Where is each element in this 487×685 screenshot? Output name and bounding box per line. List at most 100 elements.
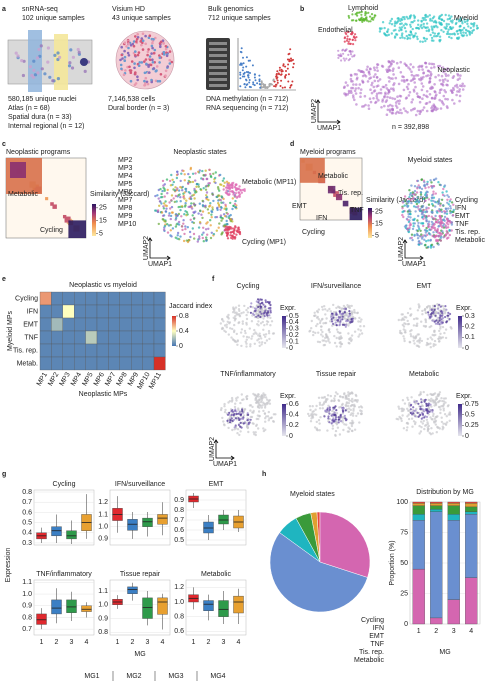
umap-point [316,429,319,432]
umap-point [426,337,429,341]
umap-point [420,77,424,81]
umap-point [401,207,404,210]
umap-point [427,313,430,316]
umap-point [238,195,241,198]
umap-point [69,48,73,52]
umap-point [347,397,350,401]
umap-point [209,202,212,205]
umap-point [361,105,364,108]
umap-point [325,317,328,320]
umap-point [449,205,452,208]
umap-point [367,107,371,110]
volcano-point [292,66,295,69]
legend-entry: Metabolic [455,237,485,244]
detail-text: Internal regional (n = 12) [8,123,84,130]
umap-point [229,231,232,234]
umap-point [431,28,434,32]
umap-point [399,71,403,74]
arrow-head [336,119,341,125]
x-tick-label: 2 [55,639,59,646]
spot [158,54,161,57]
umap-point [262,427,265,430]
umap-point [419,191,423,194]
umap-point [447,236,450,239]
umap-point [179,200,182,203]
umap-point [356,14,359,17]
umap-point [348,16,351,19]
umap-point [205,191,209,194]
umap-point [228,322,231,325]
y-tick-label: 75 [400,529,408,536]
umap-point [459,31,462,35]
umap-point [449,33,452,36]
umap-point [437,321,440,324]
umap-point [436,26,439,29]
spot [141,39,145,42]
volcano-point [273,80,276,83]
umap-point [222,184,225,188]
umap-point [347,315,350,318]
spot [144,76,148,80]
umap-point [422,22,425,26]
box [218,600,229,617]
umap-point [470,22,473,25]
umap-point [337,421,340,424]
umap-point [427,186,430,189]
umap-point [39,44,43,48]
umap-point [387,104,390,108]
umap-point [359,325,362,328]
umap-point [391,97,394,100]
row-label: TNF [24,334,38,341]
umap-point [438,316,441,319]
umap-point [214,181,217,185]
umap-point [360,16,363,19]
umap-point [320,305,324,309]
umap-point [447,28,450,31]
umap-point [398,407,401,410]
umap-point [398,26,401,29]
umap-point [257,308,261,311]
arrow-head [230,455,235,461]
umap-point [451,98,454,102]
umap-point [449,221,452,224]
umap-point [452,210,455,214]
colorbar-title: Jaccard index [169,303,213,310]
umap-point [376,79,380,83]
umap-point [350,424,354,428]
volcano-axes [237,38,296,91]
colorbar-tick-label: 5 [99,230,103,237]
umap-point [191,172,195,175]
umap-point [212,232,216,236]
umap-point [440,405,443,408]
umap-point [347,394,350,398]
umap-point [311,416,315,419]
umap-point [235,233,238,236]
spot [148,55,152,58]
heatmap-cell [85,291,98,306]
umap-point [426,393,429,397]
umap-point [440,74,444,78]
spot [132,40,136,43]
box [157,514,168,525]
umap-point [266,415,270,418]
umap-point [419,407,422,411]
bar-segment [412,514,425,521]
heatmap-cell [142,343,155,358]
umap-point [162,184,165,187]
umap-point [76,47,80,52]
umap-point [445,25,448,28]
umap-point [376,69,379,72]
y-tick-label: 0.4 [22,530,32,537]
umap-point [349,42,352,46]
umap-point [351,94,355,97]
umap-point [227,187,230,190]
umap-point [399,36,402,40]
umap-point [245,342,248,345]
umap-point [251,306,254,309]
umap-point [435,319,438,322]
umap-point [430,226,434,229]
umap-point [364,12,367,15]
umap-point [332,303,335,307]
colorbar [92,204,96,236]
volcano-point [244,86,247,89]
